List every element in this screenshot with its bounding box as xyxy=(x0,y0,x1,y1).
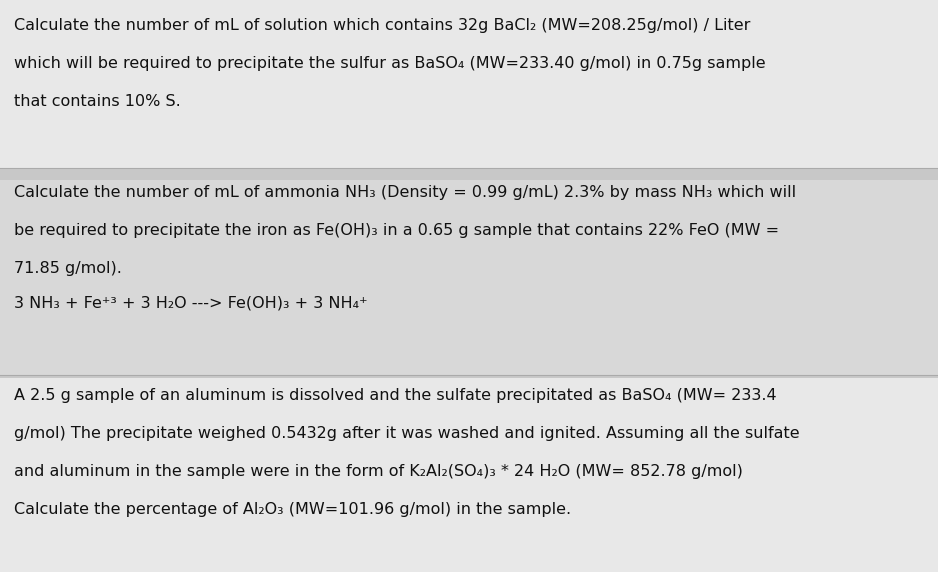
Text: A 2.5 g sample of an aluminum is dissolved and the sulfate precipitated as BaSO₄: A 2.5 g sample of an aluminum is dissolv… xyxy=(14,388,777,403)
Bar xyxy=(0,0,938,168)
Text: Calculate the number of mL of ammonia NH₃ (Density = 0.99 g/mL) 2.3% by mass NH₃: Calculate the number of mL of ammonia NH… xyxy=(14,185,796,200)
Text: be required to precipitate the iron as Fe(OH)₃ in a 0.65 g sample that contains : be required to precipitate the iron as F… xyxy=(14,223,779,238)
Bar xyxy=(0,180,938,375)
Text: and aluminum in the sample were in the form of K₂Al₂(SO₄)₃ * 24 H₂O (MW= 852.78 : and aluminum in the sample were in the f… xyxy=(14,464,743,479)
Bar xyxy=(0,378,938,572)
Text: that contains 10% S.: that contains 10% S. xyxy=(14,94,181,109)
Text: 3 NH₃ + Fe⁺³ + 3 H₂O ---> Fe(OH)₃ + 3 NH₄⁺: 3 NH₃ + Fe⁺³ + 3 H₂O ---> Fe(OH)₃ + 3 NH… xyxy=(14,295,368,310)
Text: 71.85 g/mol).: 71.85 g/mol). xyxy=(14,261,122,276)
Text: which will be required to precipitate the sulfur as BaSO₄ (MW=233.40 g/mol) in 0: which will be required to precipitate th… xyxy=(14,56,765,71)
Text: Calculate the percentage of Al₂O₃ (MW=101.96 g/mol) in the sample.: Calculate the percentage of Al₂O₃ (MW=10… xyxy=(14,502,571,517)
Text: Calculate the number of mL of solution which contains 32g BaCl₂ (MW=208.25g/mol): Calculate the number of mL of solution w… xyxy=(14,18,750,33)
Text: g/mol) The precipitate weighed 0.5432g after it was washed and ignited. Assuming: g/mol) The precipitate weighed 0.5432g a… xyxy=(14,426,799,441)
